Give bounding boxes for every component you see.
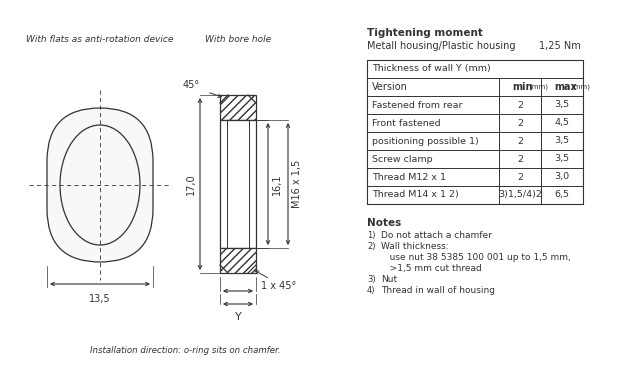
Text: 1): 1) bbox=[367, 231, 376, 240]
Text: 3,5: 3,5 bbox=[554, 136, 569, 146]
Bar bbox=[220, 95, 256, 120]
Text: With bore hole: With bore hole bbox=[205, 35, 271, 44]
FancyBboxPatch shape bbox=[47, 108, 153, 262]
Text: 1 x 45°: 1 x 45° bbox=[261, 281, 296, 291]
Text: max: max bbox=[554, 82, 577, 92]
Text: 13,5: 13,5 bbox=[89, 294, 111, 304]
Text: 3): 3) bbox=[367, 275, 376, 284]
Text: M16 x 1,5: M16 x 1,5 bbox=[292, 160, 302, 208]
Text: 3,0: 3,0 bbox=[554, 172, 569, 182]
Text: 2: 2 bbox=[517, 154, 523, 164]
Text: Thread M12 x 1: Thread M12 x 1 bbox=[372, 172, 446, 182]
Text: 2: 2 bbox=[517, 118, 523, 128]
Text: 2: 2 bbox=[517, 136, 523, 146]
Text: Metall housing/Plastic housing: Metall housing/Plastic housing bbox=[367, 41, 516, 51]
Text: 45°: 45° bbox=[183, 80, 200, 90]
Text: 4,5: 4,5 bbox=[554, 118, 569, 128]
Text: Wall thickness:: Wall thickness: bbox=[381, 242, 449, 251]
Text: 2): 2) bbox=[367, 242, 376, 251]
Text: Front fastened: Front fastened bbox=[372, 118, 441, 128]
Ellipse shape bbox=[60, 125, 140, 245]
Text: use nut 38 5385 100 001 up to 1,5 mm,: use nut 38 5385 100 001 up to 1,5 mm, bbox=[381, 253, 571, 262]
Text: 3,5: 3,5 bbox=[554, 154, 569, 164]
Text: 17,0: 17,0 bbox=[186, 173, 196, 195]
Text: Screw clamp: Screw clamp bbox=[372, 154, 432, 164]
Text: 2: 2 bbox=[517, 172, 523, 182]
Text: Tightening moment: Tightening moment bbox=[367, 28, 483, 38]
Text: 3)1,5/4)2: 3)1,5/4)2 bbox=[498, 190, 542, 200]
Text: Version: Version bbox=[372, 82, 408, 92]
Text: 3,5: 3,5 bbox=[554, 100, 569, 109]
Text: Y: Y bbox=[234, 312, 241, 322]
Bar bbox=[220, 120, 256, 248]
Text: Fastened from rear: Fastened from rear bbox=[372, 100, 462, 109]
Text: min: min bbox=[512, 82, 532, 92]
Text: Thread M14 x 1 2): Thread M14 x 1 2) bbox=[372, 190, 459, 200]
Text: 6,5: 6,5 bbox=[554, 190, 569, 200]
Text: (mm): (mm) bbox=[571, 84, 590, 90]
Text: Thread in wall of housing: Thread in wall of housing bbox=[381, 286, 495, 295]
Text: Installation direction: o-ring sits on chamfer.: Installation direction: o-ring sits on c… bbox=[90, 346, 280, 355]
Text: Do not attach a chamfer: Do not attach a chamfer bbox=[381, 231, 492, 240]
Text: With flats as anti-rotation device: With flats as anti-rotation device bbox=[26, 35, 174, 44]
Text: >1,5 mm cut thread: >1,5 mm cut thread bbox=[381, 264, 482, 273]
Text: Nut: Nut bbox=[381, 275, 397, 284]
Text: 4): 4) bbox=[367, 286, 376, 295]
Text: (mm): (mm) bbox=[529, 84, 548, 90]
Text: Thickness of wall Y (mm): Thickness of wall Y (mm) bbox=[372, 64, 491, 74]
Text: 16,1: 16,1 bbox=[272, 173, 282, 195]
Text: Notes: Notes bbox=[367, 218, 401, 228]
Bar bbox=[220, 248, 256, 273]
Text: 1,25 Nm: 1,25 Nm bbox=[539, 41, 581, 51]
Text: 2: 2 bbox=[517, 100, 523, 109]
Bar bbox=[367, 60, 583, 204]
Text: positioning possible 1): positioning possible 1) bbox=[372, 136, 479, 146]
